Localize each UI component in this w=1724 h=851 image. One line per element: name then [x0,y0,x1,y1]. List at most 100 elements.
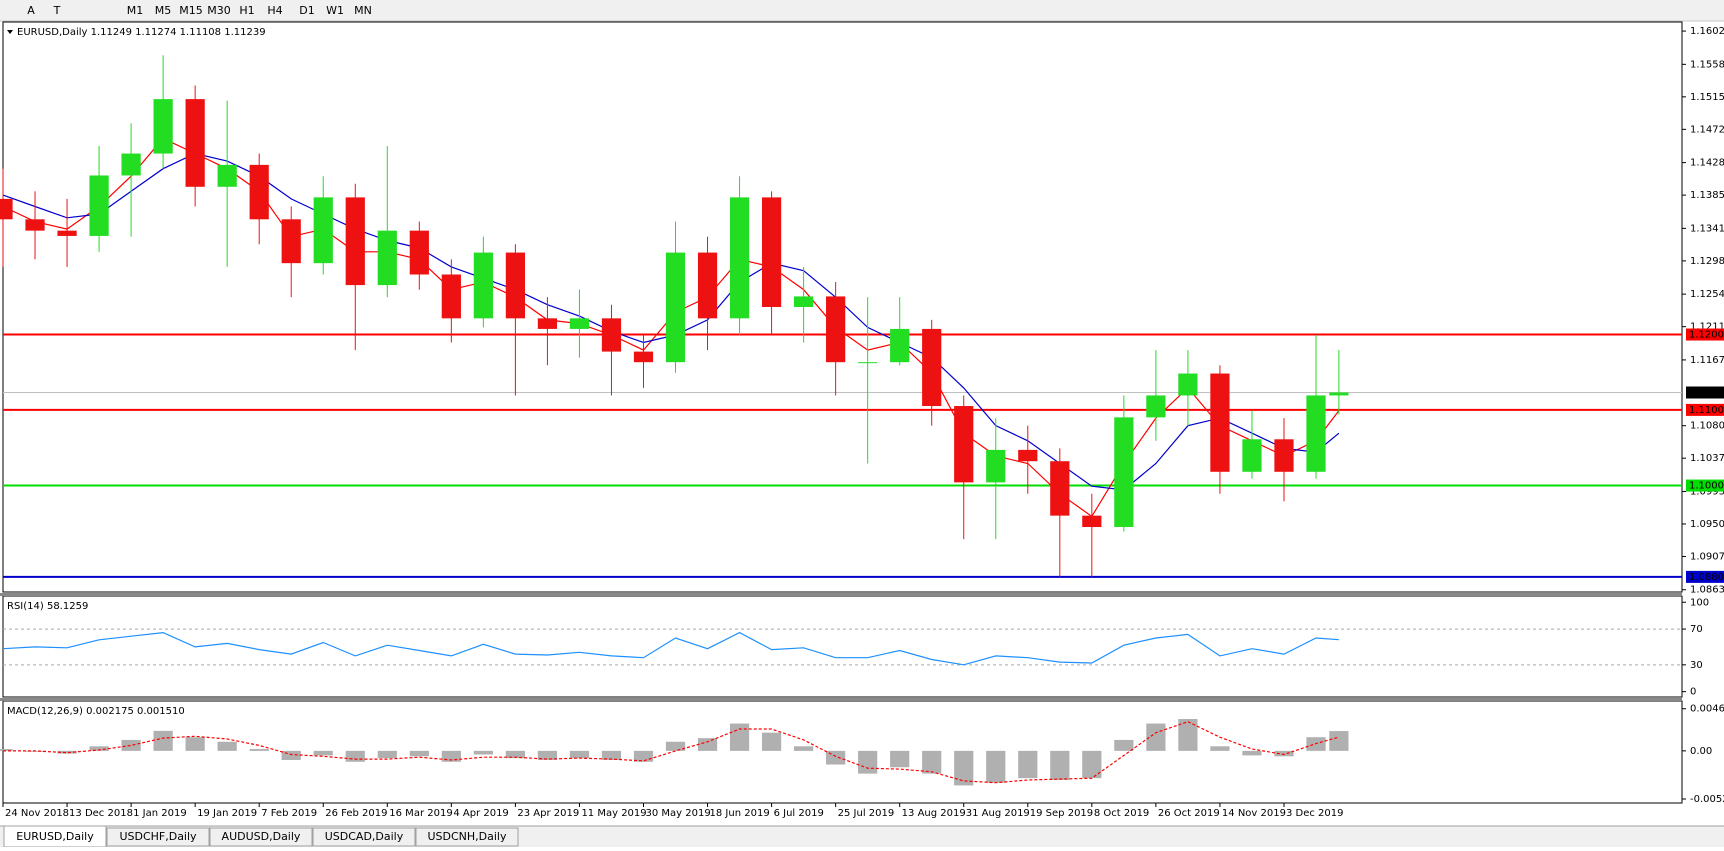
candle-body [1114,417,1134,527]
panel-title: MACD(12,26,9) 0.002175 0.001510 [7,706,185,717]
candle-body [249,164,269,220]
y-tick-label: 1.12540 [1690,289,1724,300]
level-price-box [1686,570,1724,583]
y-tick-label: 1.16020 [1690,26,1724,37]
tab-label: USDCAD,Daily [325,830,404,843]
y-tick-label: 70 [1690,624,1703,635]
macd-bar [1274,750,1294,757]
candle-body [0,198,13,220]
x-tick-label: 1 Jan 2019 [133,808,187,819]
macd-bar [986,750,1006,783]
candle-body [601,318,622,352]
macd-bar [1018,750,1038,779]
y-tick-label: 1.15580 [1690,59,1724,70]
x-tick-label: 8 Oct 2019 [1094,808,1149,819]
panel-title: EURUSD,Daily 1.11249 1.11274 1.11108 1.1… [17,27,266,38]
y-tick-label: 0 [1690,687,1696,698]
x-tick-label: 6 Jul 2019 [774,808,824,819]
candle-body [665,252,686,363]
candle-body [1018,449,1038,462]
y-tick-label: 1.13410 [1690,223,1724,234]
x-tick-label: 14 Nov 2019 [1222,808,1286,819]
candle-body [794,296,814,307]
y-tick-label: 1.11670 [1690,355,1724,366]
tab-label: EURUSD,Daily [16,830,94,843]
candle-body [729,197,750,319]
macd-bar [954,750,974,786]
level-price-label: 1.12006 [1689,330,1724,341]
toolbar-buttons: A T M1 M5 M15 M30 H1 H4 D1 W1 MN [27,4,372,17]
y-tick-label: 1.12980 [1690,256,1724,267]
tab-label: USDCNH,Daily [427,830,507,843]
candle-body [986,449,1006,483]
y-tick-label: 0.00 [1690,746,1712,757]
macd-bar [1050,750,1070,780]
splitter [0,698,1682,701]
x-tick-label: 31 Aug 2019 [966,808,1030,819]
macd-bar [1146,723,1166,751]
tab[interactable] [415,827,519,847]
candle-body [1306,395,1326,472]
level-price-box [1686,479,1724,492]
panel-title: RSI(14) 58.1259 [7,601,88,612]
macd-bar [794,746,814,751]
x-tick-label: 11 May 2019 [581,808,646,819]
macd-bar [441,750,461,762]
macd-bar [890,750,910,768]
macd-bar [697,738,718,751]
macd-bar [121,739,141,751]
macd-bar [473,750,493,755]
macd-bar [377,750,397,759]
x-tick-label: 16 Mar 2019 [389,808,452,819]
level-price-label: 1.08800 [1689,572,1724,583]
candle-body [89,175,109,236]
candle-body [57,230,77,236]
tab[interactable] [209,827,313,847]
y-tick-label: 1.10370 [1690,453,1724,464]
macd-bar [1178,719,1198,751]
x-tick-label: 25 Jul 2019 [838,808,895,819]
x-tick-label: 13 Dec 2018 [69,808,133,819]
macd-bar [153,730,173,751]
candle-body [1329,392,1349,396]
macd-bar [505,750,525,759]
y-tick-label: 1.14720 [1690,124,1724,135]
x-tick-label: 26 Oct 2019 [1158,808,1220,819]
macd-bar [1210,746,1230,751]
candle-body [826,296,846,363]
candle-body [761,197,782,307]
candle-body [409,230,429,275]
y-tick-label: 1.09070 [1690,551,1724,562]
macd-bar [249,749,269,751]
x-tick-label: 30 May 2019 [645,808,710,819]
macd-bar [89,746,109,751]
candle-body [697,252,718,319]
y-tick-label: 1.08630 [1690,585,1724,596]
macd-bar [409,750,429,757]
macd-bar [313,750,333,756]
candle-body [377,230,397,286]
candle-body [633,351,654,363]
candle-body [1178,373,1198,396]
y-tick-label: 1.09500 [1690,519,1724,530]
x-tick-label: 23 Apr 2019 [517,808,579,819]
y-tick-label: 1.12110 [1690,322,1724,333]
macd-bar [1242,750,1262,756]
y-tick-label: 30 [1690,660,1703,671]
timeframe-label: M15 [179,4,203,17]
level-price-box [1686,403,1724,416]
candle-body [281,219,301,264]
macd-bar [537,750,558,760]
level-price-box [1686,328,1724,341]
candle-body [505,252,525,319]
tab[interactable] [312,827,416,847]
timeframe-label: M30 [207,4,231,17]
timeframe-label: H4 [267,4,282,17]
tab[interactable] [106,827,210,847]
macd-bar [1114,739,1134,751]
y-tick-label: 0.00463 [1690,704,1724,715]
current-price-box [1686,386,1724,399]
candle-body [922,328,942,407]
rsi-panel [2,595,1683,698]
